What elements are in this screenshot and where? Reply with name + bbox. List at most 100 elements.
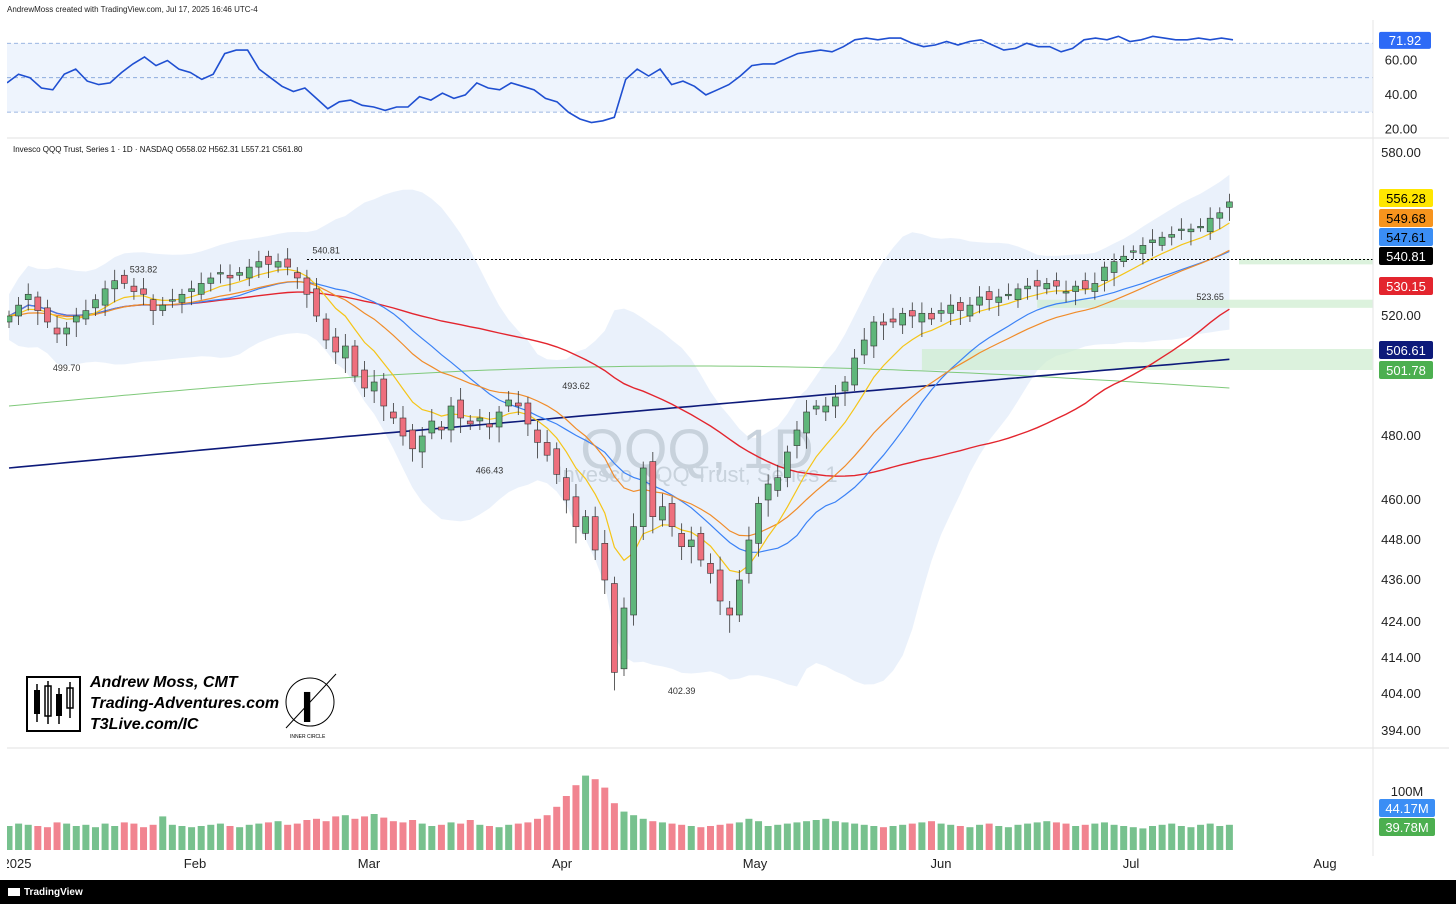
candle-up	[207, 277, 215, 284]
rsi-line	[6, 35, 1234, 124]
volume-bar	[995, 826, 1003, 850]
volume-bar	[966, 827, 974, 850]
candle-up	[236, 272, 243, 276]
candle-down	[390, 411, 397, 419]
volume-bar	[1014, 824, 1022, 850]
candle-up	[841, 381, 849, 392]
volume-bar	[803, 821, 811, 850]
candle-up	[1062, 291, 1070, 294]
candle-up	[976, 296, 983, 306]
candle-down	[601, 543, 609, 581]
candle-down	[649, 461, 657, 517]
volume-bar	[149, 824, 157, 850]
candle-up	[82, 310, 90, 320]
volume-bar	[466, 820, 474, 850]
candle-up	[1187, 228, 1195, 233]
candle-down	[226, 274, 234, 279]
volume-bar	[658, 822, 666, 850]
candle-up	[1043, 283, 1051, 290]
volume-bar	[976, 824, 984, 850]
volume-bar	[351, 818, 359, 850]
volume-bar	[63, 823, 71, 850]
candle-down	[726, 607, 734, 616]
price-tick-label: 404.00	[1381, 686, 1421, 701]
volume-bar	[264, 822, 272, 850]
volume-bar	[841, 822, 849, 850]
volume-bar	[380, 817, 388, 850]
price-tick-label: 480.00	[1381, 428, 1421, 443]
volume-bar	[956, 826, 964, 850]
volume-bar	[745, 818, 753, 850]
volume-bar	[178, 826, 186, 850]
price-label: 540.81	[1386, 249, 1426, 264]
candle-up	[245, 266, 253, 279]
created-text: AndrewMoss created with TradingView.com,…	[7, 5, 258, 14]
sma20-line	[8, 250, 1230, 553]
candle-down	[563, 477, 570, 501]
candle-down	[928, 312, 935, 320]
candle-up	[860, 339, 868, 356]
volume-bar	[495, 827, 503, 850]
volume-bar	[1225, 824, 1233, 850]
header-bar: AndrewMoss created with TradingView.com,…	[0, 0, 1456, 20]
candle-up	[370, 381, 378, 392]
chart-frame[interactable]: 60.00 40.00 20.00 71.92 Invesco QQQ Trust, S…	[3, 20, 1449, 880]
author-site[interactable]: Trading-Adventures.com	[90, 695, 280, 712]
candle-down	[1053, 280, 1060, 287]
candle-down	[409, 429, 416, 450]
candle-up	[745, 539, 753, 574]
volume-bar	[630, 815, 638, 850]
candle-up	[63, 327, 70, 335]
volume-bar	[620, 811, 628, 850]
candle-up	[1110, 261, 1118, 273]
author-name: Andrew Moss, CMT	[90, 674, 238, 691]
author-link[interactable]: T3Live.com/IC	[90, 716, 199, 733]
volume-bar	[226, 826, 234, 850]
volume-bar	[101, 823, 109, 850]
volume-bar	[1004, 827, 1012, 850]
price-annotation: 499.70	[53, 363, 81, 373]
volume-bar	[111, 826, 119, 850]
volume-bar	[130, 823, 138, 850]
candle-up	[1178, 228, 1185, 231]
candle-down	[678, 533, 685, 547]
volume-bar	[1149, 826, 1157, 850]
volume-bar	[82, 824, 90, 850]
candle-up	[178, 293, 186, 303]
candle-down	[380, 378, 388, 407]
volume-bar	[879, 827, 887, 850]
volume-bar	[322, 821, 330, 850]
volume-bar	[197, 826, 205, 850]
candle-down	[34, 296, 42, 311]
volume-label: 44.17M	[1385, 801, 1428, 816]
candle-down	[303, 277, 311, 295]
volume-bar	[332, 816, 340, 850]
footer-bar: TradingView	[0, 880, 1456, 904]
volume-bar	[697, 827, 705, 850]
volume-bar	[812, 820, 820, 850]
candle-up	[1158, 236, 1166, 246]
volume-bar	[1062, 823, 1070, 850]
volume-label-badge	[1379, 818, 1435, 836]
candle-down	[322, 318, 330, 341]
volume-bar	[553, 806, 561, 850]
candle-down	[399, 417, 407, 437]
tradingview-logo[interactable]: TradingView	[8, 887, 83, 898]
volume-bar	[562, 796, 570, 850]
candle-down	[130, 285, 138, 292]
time-tick-label: Feb	[184, 856, 206, 871]
candle-up	[5, 315, 13, 323]
volume-bar	[216, 823, 224, 850]
volume-bar	[409, 820, 417, 850]
volume-bar	[418, 823, 426, 850]
price-label-badge	[1379, 247, 1433, 265]
candlestick-logo-icon	[26, 676, 81, 732]
chart-canvas[interactable]: 60.00 40.00 20.00 71.92 Invesco QQQ Trust, S…	[3, 20, 1449, 880]
volume-bar	[1158, 824, 1166, 850]
time-tick-label: Apr	[552, 856, 573, 871]
branding-block: Andrew Moss, CMT Trading-Adventures.com …	[26, 674, 356, 744]
candle-up	[582, 516, 589, 534]
candle-down	[293, 272, 301, 279]
candle-up	[24, 293, 32, 300]
volume-bar	[706, 826, 714, 850]
